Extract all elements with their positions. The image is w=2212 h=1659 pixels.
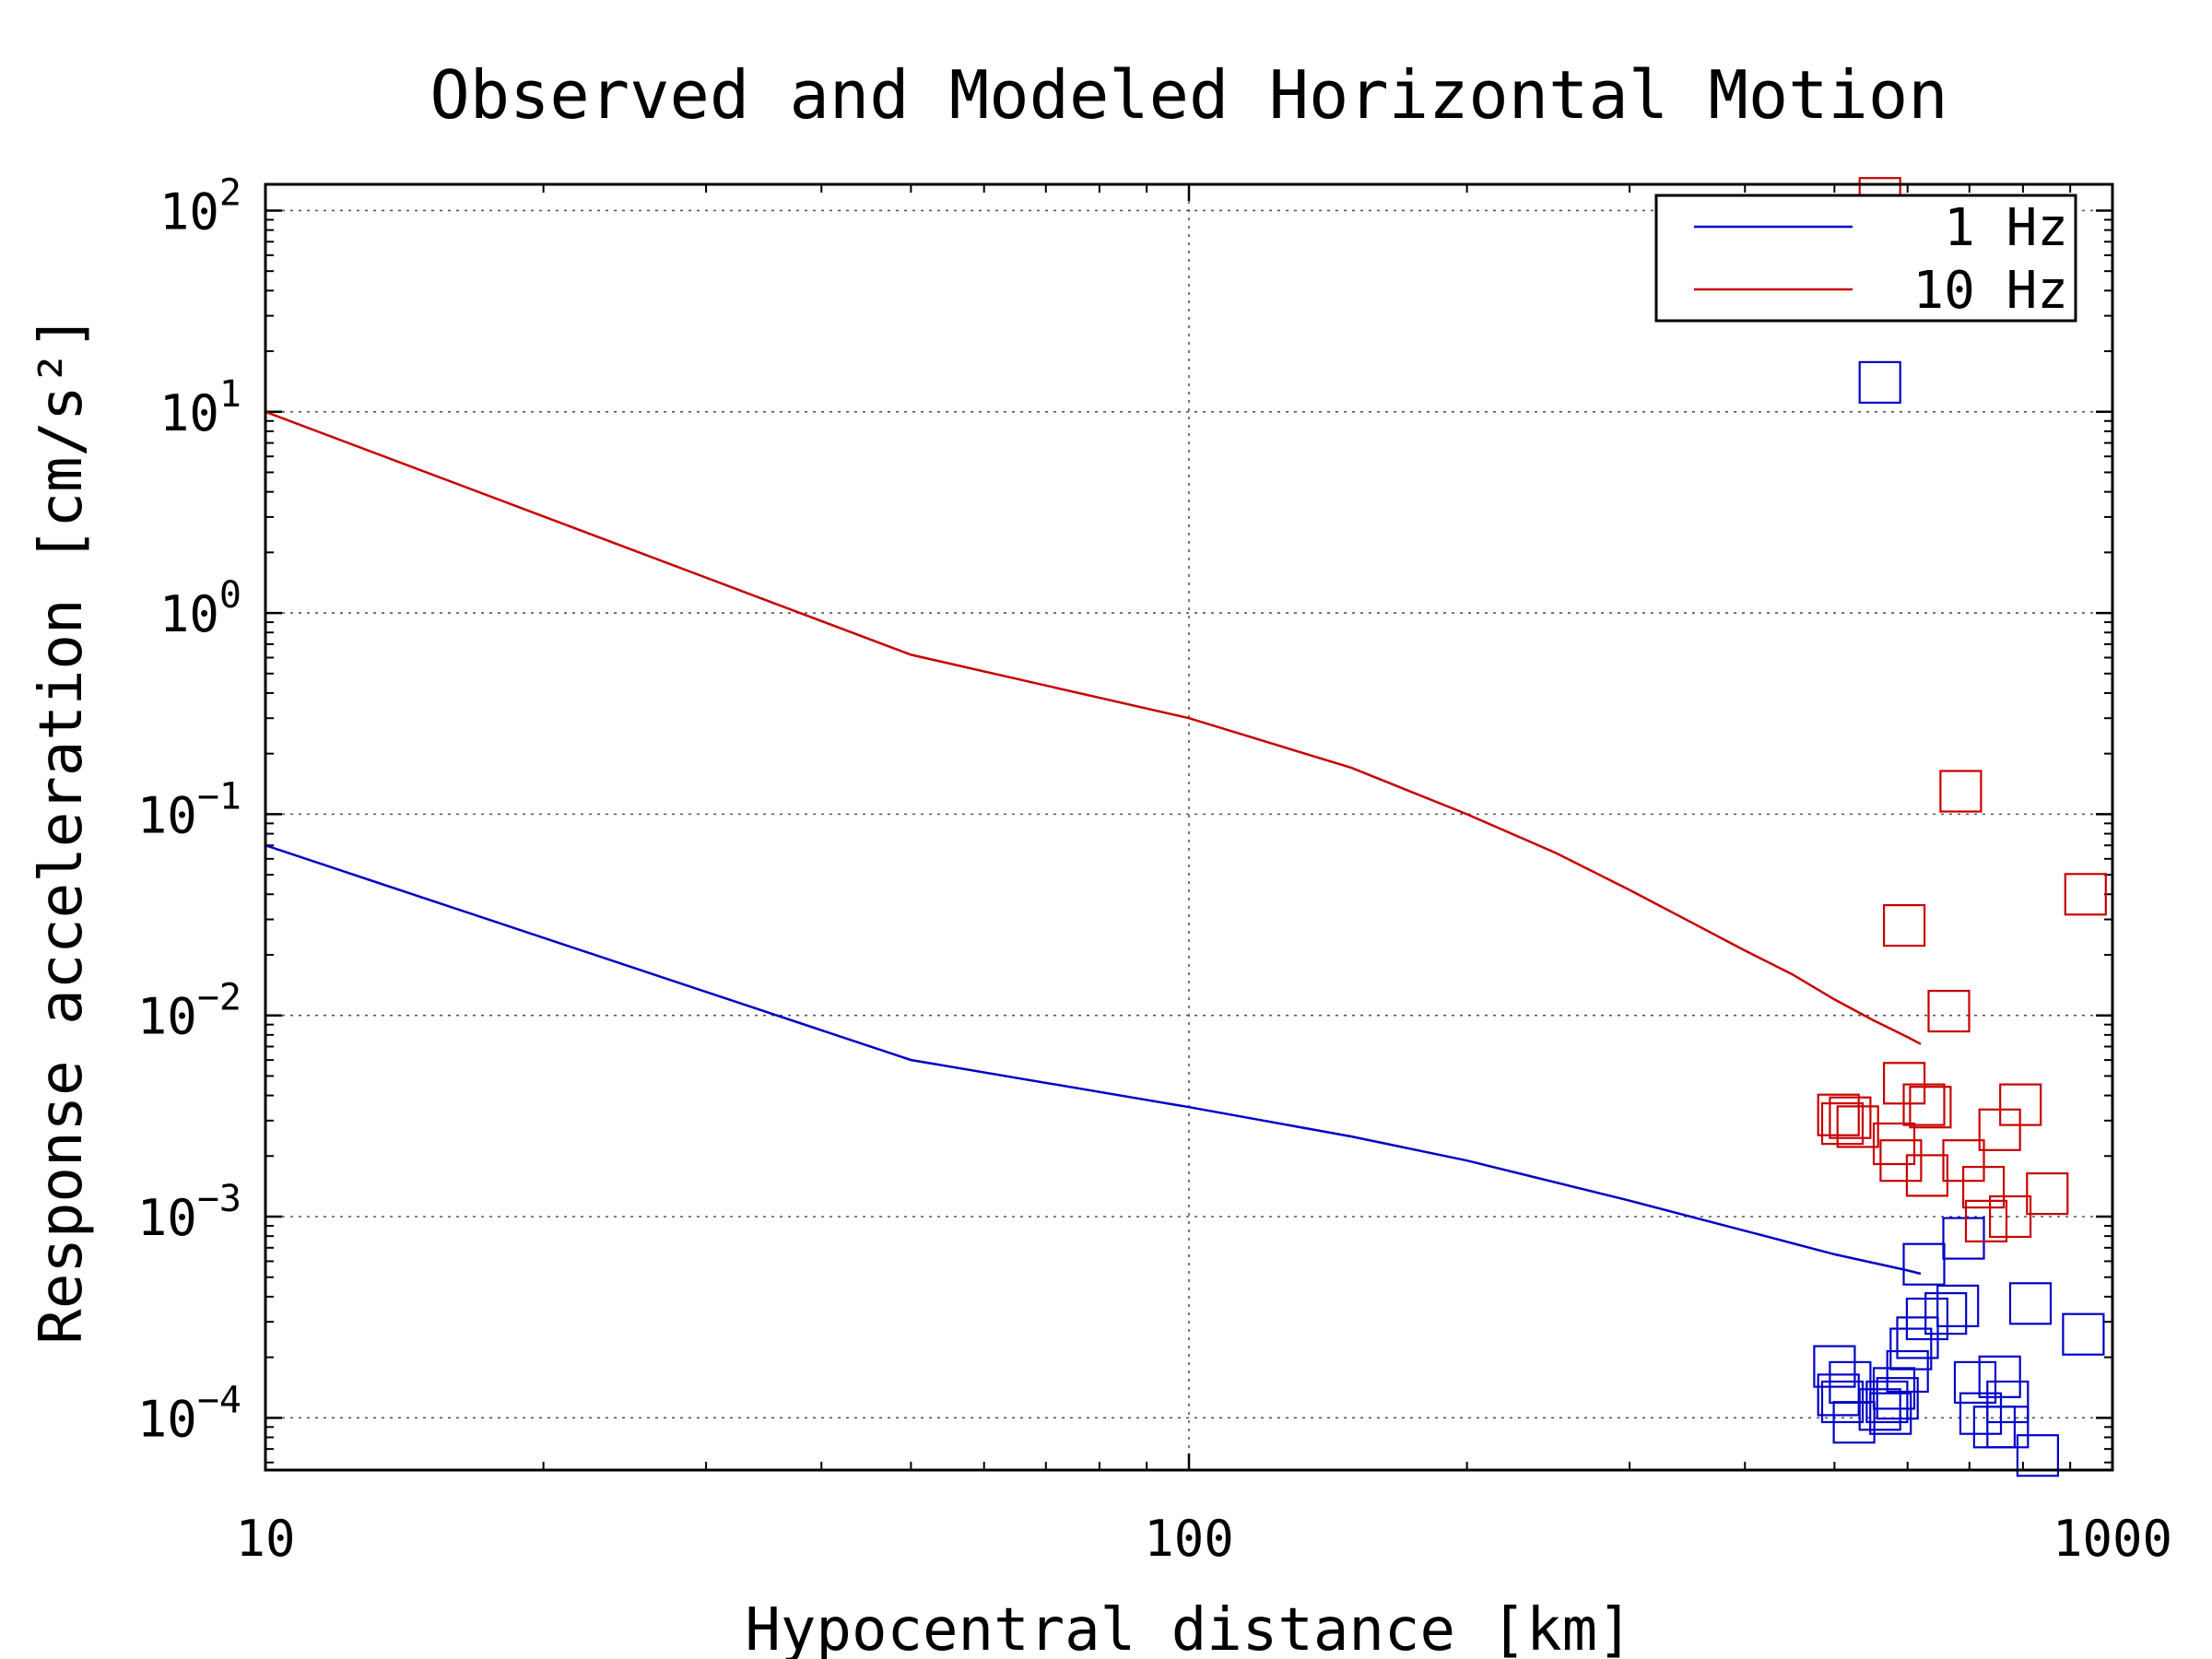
y-tick-label: 100 (159, 574, 241, 643)
legend-label-10hz: 10 Hz (1912, 261, 2068, 321)
data-point-10hz (1902, 1083, 1946, 1126)
data-point-10hz (1909, 1086, 1952, 1129)
series-line-10hz (265, 410, 1922, 1045)
data-point-1hz (1986, 1380, 2030, 1424)
data-point-10hz (1989, 1194, 2032, 1239)
data-point-10hz (1939, 770, 1983, 813)
legend: 1 Hz 10 Hz (1654, 194, 2077, 323)
x-tick-label: 1000 (2053, 1510, 2172, 1568)
data-point-10hz (1872, 1122, 1916, 1166)
legend-box (1654, 194, 2077, 323)
grid (265, 184, 2112, 1470)
data-point-1hz (2062, 1312, 2105, 1356)
legend-label-1hz: 1 Hz (1944, 198, 2068, 258)
data-point-10hz (1829, 1096, 1872, 1139)
data-point-1hz (1876, 1377, 1919, 1420)
data-point-1hz (1936, 1284, 1980, 1328)
x-axis-label: Hypocentral distance [km] (745, 1596, 1632, 1659)
data-point-10hz (1882, 903, 1926, 947)
data-point-1hz (1942, 1217, 1985, 1260)
data-point-1hz (1858, 360, 1901, 404)
data-point-1hz (2016, 1434, 2059, 1477)
y-tick-label: 102 (159, 171, 241, 241)
data-point-10hz (1836, 1105, 1879, 1148)
data-point-10hz (1820, 1101, 1865, 1146)
data-point-1hz (1902, 1242, 1946, 1286)
data-point-10hz (2026, 1171, 2069, 1216)
data-point-1hz (1959, 1392, 2003, 1435)
y-tick-label: 101 (159, 373, 241, 442)
data-point-10hz (1962, 1165, 2006, 1209)
x-tick-label: 10 (235, 1510, 295, 1568)
data-point-1hz (2008, 1282, 2053, 1325)
series-line-1hz (265, 844, 1922, 1276)
series-layer (265, 177, 2107, 1477)
data-point-1hz (1986, 1406, 2030, 1449)
data-point-10hz (1964, 1199, 2008, 1243)
data-point-10hz (2064, 873, 2107, 916)
data-point-1hz (1872, 1367, 1916, 1410)
y-tick-label: 10−1 (137, 775, 241, 844)
data-point-1hz (1889, 1327, 1933, 1371)
x-tick-label: 100 (1144, 1510, 1234, 1568)
data-point-1hz (1896, 1316, 1939, 1359)
data-point-1hz (1905, 1297, 1948, 1341)
x-axis-ticks: 10 100 1000 (235, 184, 2172, 1568)
data-point-1hz (1869, 1392, 1912, 1435)
chart-title: Observed and Modeled Horizontal Motion (429, 56, 1947, 134)
data-point-10hz (1999, 1083, 2042, 1126)
data-point-1hz (1924, 1291, 1968, 1335)
y-axis-ticks: 102 101 100 10−1 10−2 10−3 10−4 (137, 171, 2112, 1464)
data-point-1hz (1813, 1345, 1856, 1388)
data-point-1hz (1978, 1355, 2021, 1398)
y-axis-label: Response acceleration [cm/s²] (28, 314, 96, 1344)
plot-frame (264, 182, 2114, 1472)
data-point-1hz (1886, 1349, 1929, 1394)
y-tick-label: 10−2 (137, 977, 241, 1046)
data-point-10hz (1927, 989, 1971, 1033)
y-tick-label: 10−3 (137, 1178, 241, 1247)
data-point-10hz (1905, 1154, 1948, 1197)
data-point-10hz (1879, 1139, 1923, 1182)
y-tick-label: 10−4 (137, 1379, 241, 1448)
